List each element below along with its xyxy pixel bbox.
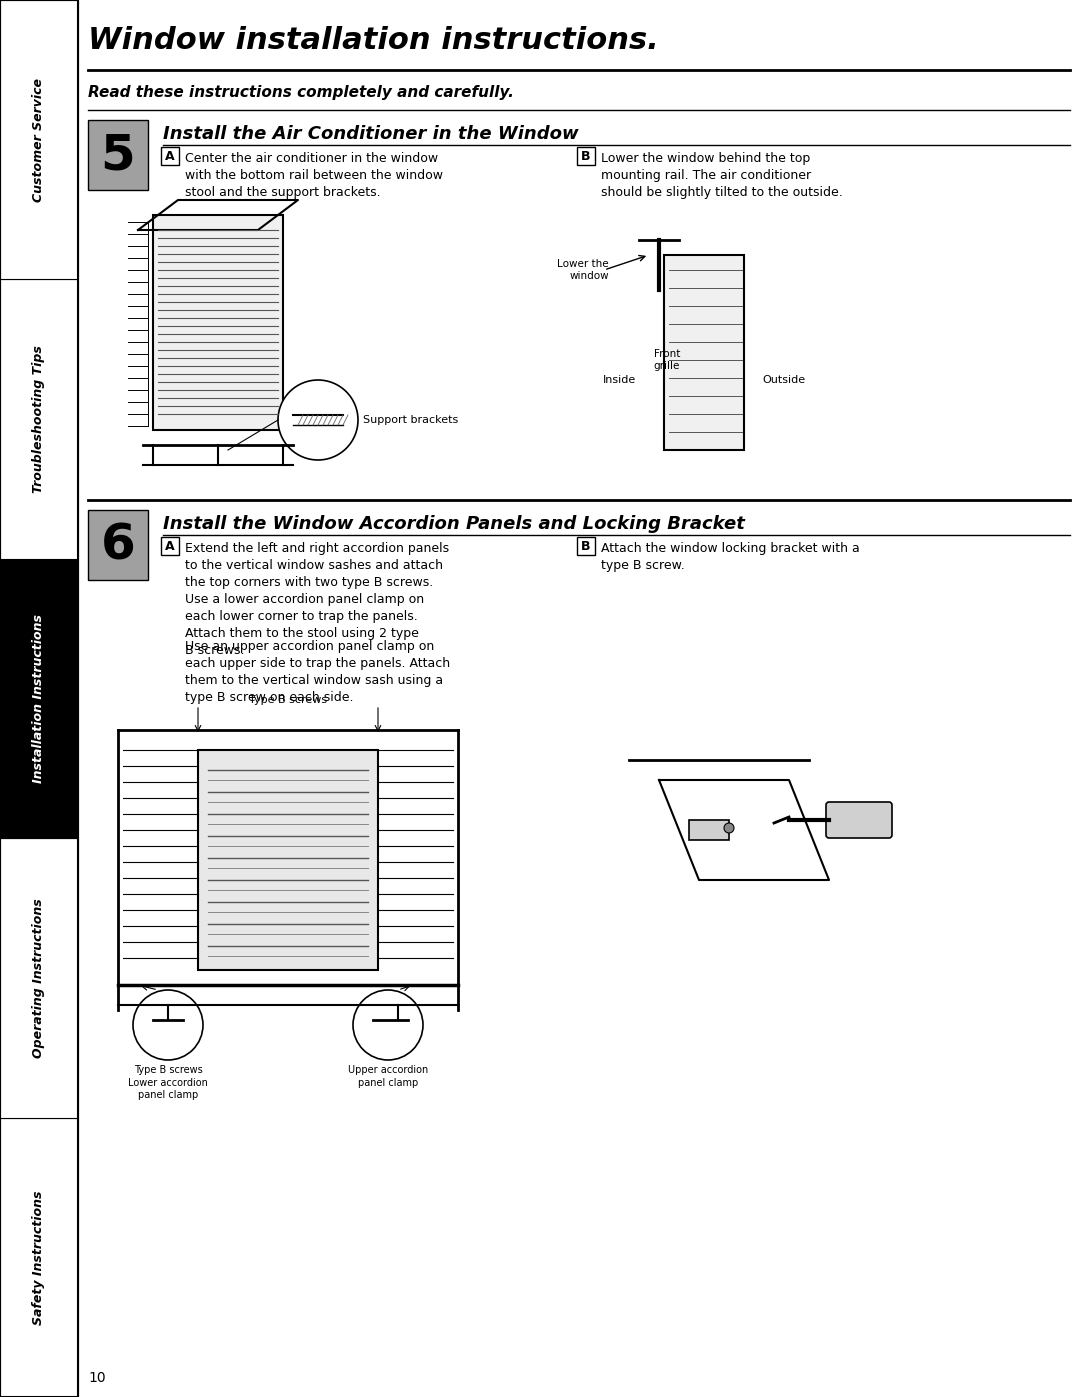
Text: Customer Service: Customer Service (32, 78, 45, 201)
Text: Upper accordion: Upper accordion (348, 1065, 428, 1076)
FancyBboxPatch shape (826, 802, 892, 838)
Text: Lower the
window: Lower the window (557, 258, 609, 281)
Text: Outside: Outside (762, 374, 806, 386)
Text: Safety Instructions: Safety Instructions (32, 1190, 45, 1324)
Text: Window installation instructions.: Window installation instructions. (87, 27, 659, 54)
Circle shape (133, 990, 203, 1060)
Text: Operating Instructions: Operating Instructions (32, 898, 45, 1058)
Text: Front
grille: Front grille (653, 349, 680, 372)
Bar (0, 559, 78, 838)
Text: Type B screws: Type B screws (134, 1065, 202, 1076)
Text: Type B screws: Type B screws (248, 694, 327, 705)
Text: B: B (581, 539, 591, 552)
Circle shape (278, 380, 357, 460)
Text: Support brackets: Support brackets (363, 415, 458, 425)
Bar (0, 0, 78, 1397)
Bar (87, 510, 148, 580)
Text: Installation Instructions: Installation Instructions (32, 615, 45, 782)
Text: Center the air conditioner in the window
with the bottom rail between the window: Center the air conditioner in the window… (185, 152, 443, 198)
Text: 6: 6 (100, 521, 135, 569)
Bar (577, 536, 595, 555)
Text: A: A (165, 539, 175, 552)
Text: Attach the window locking bracket with a
type B screw.: Attach the window locking bracket with a… (600, 542, 860, 571)
Bar (87, 120, 148, 190)
Text: 10: 10 (87, 1370, 106, 1384)
Circle shape (724, 823, 734, 833)
Text: Install the Air Conditioner in the Window: Install the Air Conditioner in the Windo… (163, 124, 579, 142)
Text: Install the Window Accordion Panels and Locking Bracket: Install the Window Accordion Panels and … (163, 515, 745, 534)
Bar (198, 750, 378, 970)
Text: panel clamp: panel clamp (357, 1078, 418, 1088)
Text: Inside: Inside (603, 374, 636, 386)
Bar (0, 0, 78, 279)
Bar (153, 215, 283, 430)
Text: B: B (581, 149, 591, 162)
Bar (577, 147, 595, 165)
Text: Use an upper accordion panel clamp on
each upper side to trap the panels. Attach: Use an upper accordion panel clamp on ea… (185, 640, 450, 704)
Bar (0, 838, 78, 1118)
Bar (161, 536, 179, 555)
Text: Lower accordion
panel clamp: Lower accordion panel clamp (129, 1078, 208, 1101)
Text: Troubleshooting Tips: Troubleshooting Tips (32, 345, 45, 493)
Text: A: A (165, 149, 175, 162)
Circle shape (353, 990, 423, 1060)
Text: Lower the window behind the top
mounting rail. The air conditioner
should be sli: Lower the window behind the top mounting… (600, 152, 842, 198)
Bar (0, 279, 78, 559)
Text: Extend the left and right accordion panels
to the vertical window sashes and att: Extend the left and right accordion pane… (185, 542, 449, 657)
Bar (161, 147, 179, 165)
Bar (689, 820, 729, 840)
Text: Read these instructions completely and carefully.: Read these instructions completely and c… (87, 85, 514, 101)
Bar (664, 256, 744, 450)
Bar (0, 1118, 78, 1397)
Text: 5: 5 (100, 131, 135, 179)
